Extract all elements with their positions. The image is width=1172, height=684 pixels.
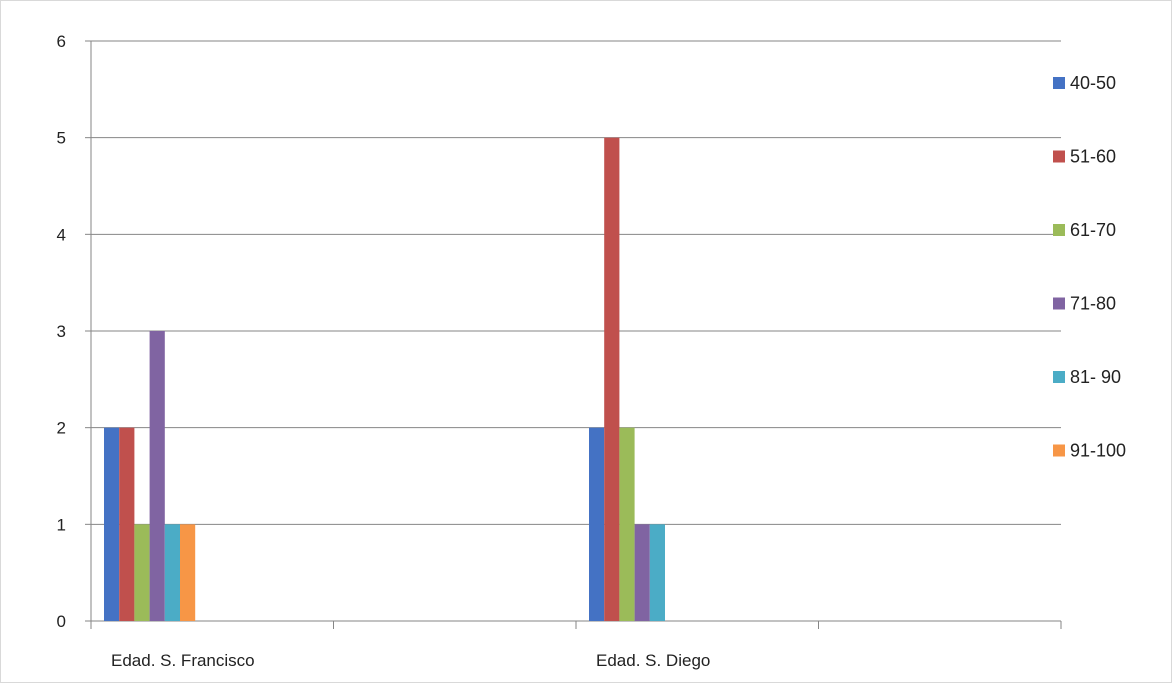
bar-40-50-cat0 (104, 427, 120, 621)
y-tick-label: 0 (57, 612, 66, 631)
x-axis (90, 621, 1062, 629)
legend-swatch (1053, 297, 1065, 310)
legend-label: 51-60 (1070, 147, 1116, 167)
bar-91-100-cat0 (180, 524, 196, 621)
bar-71-80-cat2 (634, 524, 650, 621)
bar-40-50-cat2 (589, 427, 605, 621)
legend-swatch (1053, 77, 1065, 89)
x-category-label: Edad. S. Diego (596, 651, 710, 670)
x-category-label: Edad. S. Francisco (111, 651, 255, 670)
y-tick-label: 5 (57, 129, 66, 148)
bar-61-70-cat2 (619, 427, 635, 621)
bar-81-90-cat2 (649, 524, 665, 621)
legend-swatch (1053, 224, 1065, 236)
bar-81-90-cat0 (164, 524, 180, 621)
legend-label: 71-80 (1070, 294, 1116, 314)
legend-swatch (1053, 371, 1065, 383)
legend-label: 40-50 (1070, 73, 1116, 93)
y-tick-label: 4 (57, 225, 66, 244)
category-labels: Edad. S. Francisco Edad. S. Diego (111, 651, 710, 670)
legend-swatch (1053, 150, 1065, 163)
bar-51-60-cat2 (604, 137, 620, 621)
bar-51-60-cat0 (119, 427, 135, 621)
legend: 40-50 51-60 61-70 71-80 81- 90 91-100 (1053, 73, 1126, 461)
bar-61-70-cat0 (134, 524, 150, 621)
bar-71-80-cat0 (149, 331, 165, 621)
y-tick-label: 1 (57, 515, 66, 534)
legend-label: 91-100 (1070, 441, 1126, 461)
legend-label: 61-70 (1070, 220, 1116, 240)
y-tick-label: 6 (57, 32, 66, 51)
y-tick-label: 3 (57, 322, 66, 341)
legend-label: 81- 90 (1070, 367, 1121, 387)
y-axis-ticks: 0 1 2 3 4 5 6 (57, 32, 92, 631)
gridlines (91, 40, 1061, 622)
legend-swatch (1053, 444, 1065, 457)
bars (104, 137, 665, 621)
y-tick-label: 2 (57, 419, 66, 438)
